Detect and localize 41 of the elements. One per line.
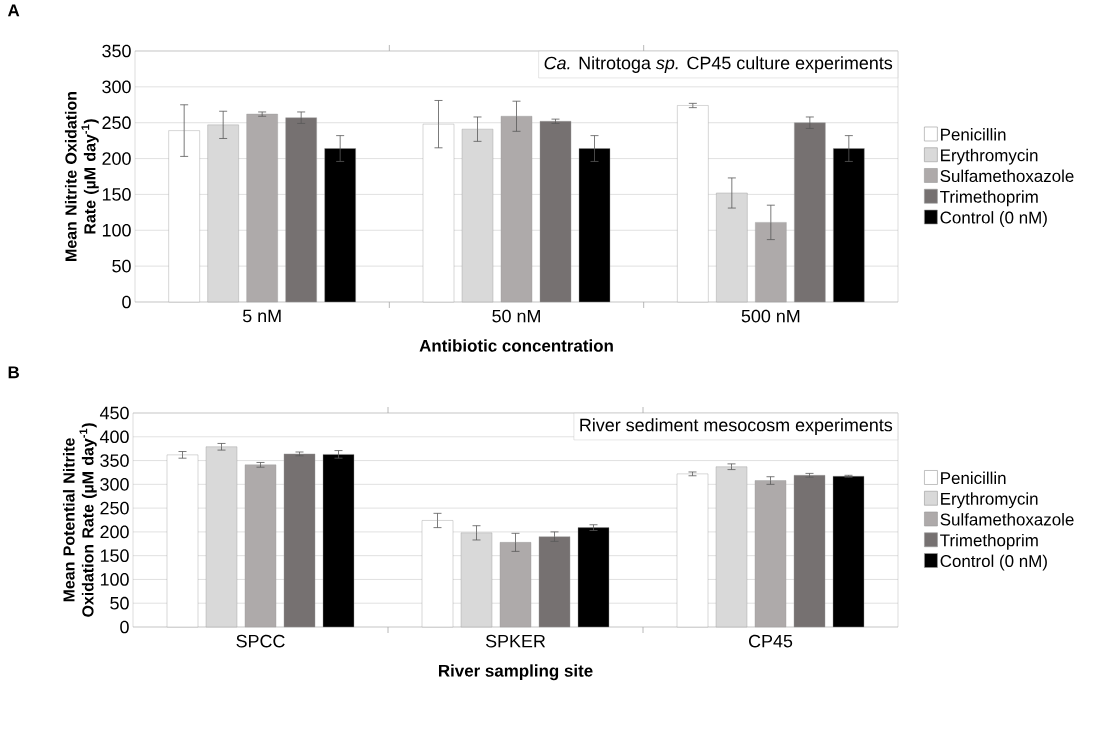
x-tick-label: 500 nM bbox=[741, 309, 800, 323]
y-tick-label: 100 bbox=[102, 223, 131, 237]
legend-label: Erythromycin bbox=[941, 148, 1038, 165]
y-tick-label: 400 bbox=[99, 430, 129, 444]
legend-label: Sulfamethoxazole bbox=[940, 513, 1074, 526]
y-tick-label: 250 bbox=[100, 501, 129, 515]
x-tick-label: SPCC bbox=[236, 634, 285, 648]
y-tick-label: 100 bbox=[100, 573, 129, 586]
y-axis-title: Mean Potential Nitrite Oxidation Rate (µM day$^{-1}$) bbox=[62, 423, 97, 617]
text: B bbox=[8, 366, 19, 379]
y-tick-label: 200 bbox=[102, 152, 131, 165]
y-tick-label: 0 bbox=[120, 620, 129, 634]
y-tick-label: 350 bbox=[100, 454, 129, 467]
legend-label: Sulfamethoxazole bbox=[940, 169, 1074, 183]
y-tick-label: 50 bbox=[112, 259, 131, 273]
y-tick-label: 50 bbox=[110, 596, 129, 610]
x-tick-label: 50 nM bbox=[492, 309, 540, 323]
legend-label: Control (0 nM) bbox=[940, 554, 1047, 571]
y-tick-label: 150 bbox=[100, 549, 129, 563]
annotation: Ca. Nitrotoga sp. CP45 culture experiments bbox=[544, 56, 893, 73]
annotation: River sediment mesocosm experiments bbox=[580, 418, 893, 435]
legend-label: Penicillin bbox=[941, 128, 1006, 141]
y-tick-label: 450 bbox=[99, 406, 129, 420]
legend-label: Penicillin bbox=[941, 471, 1006, 485]
legend-label: Erythromycin bbox=[941, 492, 1038, 509]
legend-label: Trimethoprim bbox=[940, 190, 1038, 207]
legend-label: Trimethoprim bbox=[940, 533, 1038, 550]
x-tick-label: 5 nM bbox=[242, 309, 281, 323]
text: A bbox=[7, 4, 20, 17]
x-tick-label: SPKER bbox=[485, 634, 546, 648]
y-tick-label: 150 bbox=[102, 188, 131, 201]
y-tick-label: 250 bbox=[102, 116, 131, 130]
x-axis-title: River sampling site bbox=[438, 664, 593, 681]
y-tick-label: 300 bbox=[102, 80, 131, 94]
y-tick-label: 350 bbox=[102, 44, 131, 58]
y-tick-label: 0 bbox=[122, 295, 131, 309]
y-tick-label: 300 bbox=[100, 477, 129, 491]
x-axis-title: Antibiotic concentration bbox=[419, 339, 613, 352]
y-tick-label: 200 bbox=[100, 525, 129, 539]
x-tick-label: CP45 bbox=[748, 634, 793, 648]
legend-label: Control (0 nM) bbox=[940, 211, 1047, 227]
